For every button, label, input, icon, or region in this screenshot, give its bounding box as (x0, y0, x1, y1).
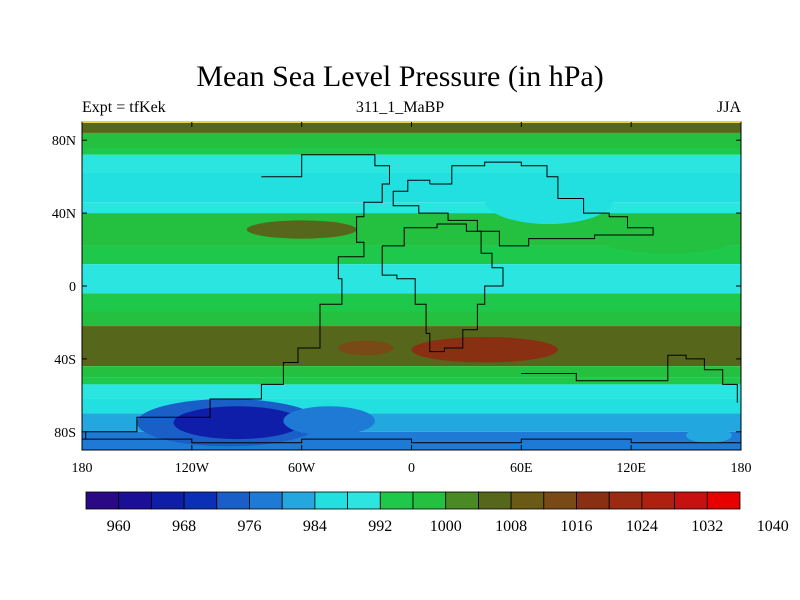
pressure-band-2 (82, 147, 741, 155)
colorbar-swatch-5 (249, 491, 283, 510)
pressure-band-0 (82, 122, 741, 133)
season-label: JJA (716, 99, 741, 116)
colorbar-swatch-16 (608, 491, 643, 510)
pressure-band-11 (82, 326, 741, 367)
colorbar-swatch-15 (576, 491, 610, 510)
x-tick-label-4: 60E (510, 461, 533, 476)
coastline-layer (82, 154, 741, 444)
pressure-band-14 (82, 384, 741, 399)
colorbar-label-9: 1032 (691, 518, 723, 535)
colorbar-swatch-11 (445, 491, 479, 510)
pressure-region-1 (594, 220, 741, 254)
pressure-band-9 (82, 293, 741, 312)
pressure-region-0 (246, 220, 357, 239)
pressure-band-7 (82, 245, 741, 265)
x-tick-label-0: 180 (72, 461, 93, 476)
colorbar-swatch-17 (641, 491, 676, 510)
colorbar-label-4: 992 (368, 518, 392, 535)
colorbar-swatch-10 (412, 491, 447, 510)
colorbar-swatch-0 (85, 491, 120, 510)
coastline-0 (85, 154, 390, 440)
y-tick-label-3: 40S (54, 353, 76, 368)
pressure-band-5 (82, 202, 741, 214)
y-tick-label-2: 0 (69, 280, 76, 295)
colorbar-swatch-7 (314, 491, 348, 510)
map-plot-area (82, 122, 741, 450)
colorbar-swatch-14 (543, 491, 577, 510)
colorbar-label-7: 1016 (561, 518, 593, 535)
x-tick-label-2: 60W (288, 461, 316, 476)
pressure-region-2 (484, 176, 613, 225)
pressure-band-12 (82, 366, 741, 378)
coastline-4 (82, 438, 741, 444)
colorbar-label-1: 968 (172, 518, 196, 535)
chart-title: Mean Sea Level Pressure (in hPa) (196, 60, 604, 93)
run-label: 311_1_MaBP (355, 99, 445, 116)
colorbar-swatch-8 (347, 491, 381, 510)
y-tick-label-4: 80S (54, 426, 76, 441)
pressure-band-13 (82, 377, 741, 385)
pressure-region-6 (173, 406, 302, 440)
coastline-1 (392, 161, 654, 247)
x-tick-label-3: 0 (408, 461, 415, 476)
colorbar-swatch-6 (281, 491, 316, 510)
colorbar-label-3: 984 (303, 518, 327, 535)
colorbar-label-6: 1008 (495, 518, 527, 535)
colorbar-label-10: 1040 (757, 518, 789, 535)
pressure-band-1 (82, 132, 741, 148)
coastline-3 (521, 354, 738, 403)
colorbar-swatch-3 (183, 491, 218, 510)
y-tick-label-1: 40N (52, 207, 76, 222)
colorbar-swatch-18 (674, 491, 708, 510)
colorbar-label-0: 960 (107, 518, 131, 535)
x-tick-label-1: 120W (175, 461, 210, 476)
colorbar-swatch-1 (118, 491, 152, 510)
pressure-region-7 (283, 406, 375, 436)
pressure-band-10 (82, 311, 741, 327)
colorbar-label-2: 976 (238, 518, 262, 535)
coastline-2 (381, 223, 504, 353)
colorbar-swatch-2 (150, 491, 185, 510)
pressure-band-3 (82, 154, 741, 174)
experiment-label: Expt = tfKek (82, 99, 166, 116)
pressure-region-3 (411, 337, 558, 363)
pressure-region-8 (686, 428, 732, 443)
colorbar-swatch-4 (216, 491, 250, 510)
y-tick-label-0: 80N (52, 134, 76, 149)
colorbar: 960 968 976 984 992 1000 1008 1016 1024 1032 1040 (85, 491, 789, 535)
x-tick-label-5: 120E (616, 461, 646, 476)
colorbar-swatch-19 (706, 491, 741, 510)
pressure-region-4 (338, 340, 394, 356)
colorbar-swatch-9 (379, 491, 414, 510)
colorbar-label-5: 1000 (430, 518, 462, 535)
colorbar-label-8: 1024 (626, 518, 658, 535)
colorbar-swatch-12 (477, 491, 512, 510)
colorbar-swatch-13 (510, 491, 545, 510)
map-axes: 180 120W 60W 0 60E 120E 180 80N 40N 0 40S 80S (52, 121, 752, 476)
pressure-band-4 (82, 173, 741, 203)
x-tick-label-6: 180 (731, 461, 752, 476)
